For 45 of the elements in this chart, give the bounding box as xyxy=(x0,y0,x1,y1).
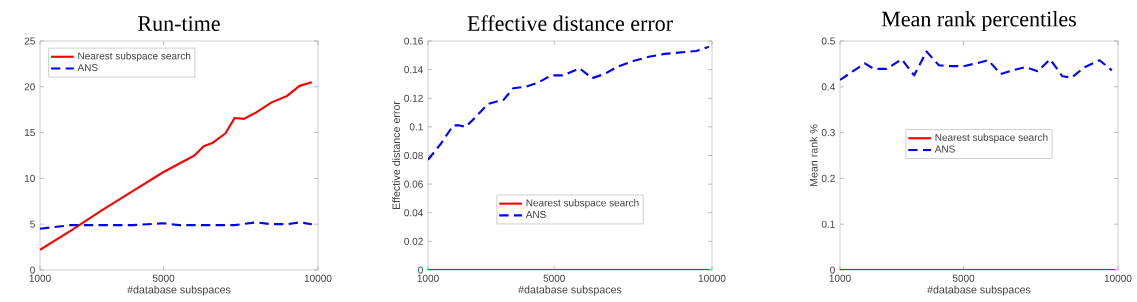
y-tick-label: 25 xyxy=(24,37,35,45)
legend-label: Nearest subspace search xyxy=(935,133,1048,143)
y-tick-label: 0 xyxy=(418,266,423,274)
y-tick-label: 0.2 xyxy=(821,174,835,182)
legend-label: Nearest subspace search xyxy=(78,52,191,62)
y-tick-label: 0.08 xyxy=(404,151,423,160)
x-tick-label: 5000 xyxy=(543,274,565,282)
y-tick-label: 0.06 xyxy=(404,180,423,188)
x-axis-title: #database subspaces xyxy=(127,285,231,296)
x-tick-label: 1000 xyxy=(417,274,439,282)
chart-title: Mean rank percentiles xyxy=(881,11,1076,31)
y-axis-title: Effective distance error xyxy=(392,101,401,210)
x-tick-label: 5000 xyxy=(152,274,175,282)
y-tick-label: 15 xyxy=(24,129,35,137)
x-axis-title: #database subspaces xyxy=(518,285,622,296)
x-tick-label: 5000 xyxy=(952,274,975,282)
y-tick-label: 0.4 xyxy=(821,83,835,91)
x-tick-label: 1000 xyxy=(829,274,851,282)
y-tick-label: 0.04 xyxy=(404,209,424,217)
chart-title: Run-time xyxy=(138,16,220,31)
y-tick-label: 20 xyxy=(24,83,35,91)
x-axis-title: #database subspaces xyxy=(927,285,1031,296)
y-tick-label: 0.14 xyxy=(404,66,424,74)
y-tick-label: 0.5 xyxy=(821,37,835,45)
y-tick-label: 0.1 xyxy=(821,220,835,228)
legend-label: Nearest subspace search xyxy=(526,199,639,209)
legend-label: ANS xyxy=(77,64,98,72)
legend-label: ANS xyxy=(525,210,546,219)
legend-label: ANS xyxy=(934,145,955,153)
y-tick-label: 10 xyxy=(24,174,35,182)
x-tick-label: 10000 xyxy=(1104,274,1132,282)
y-tick-label: 0.3 xyxy=(821,129,835,137)
line-series xyxy=(840,50,1113,81)
y-tick-label: 0.02 xyxy=(404,237,423,245)
y-tick-label: 0.16 xyxy=(404,37,423,45)
y-axis-title: Mean rank % xyxy=(809,124,818,187)
y-tick-label: 5 xyxy=(30,220,35,228)
x-tick-label: 10000 xyxy=(698,274,726,282)
x-tick-label: 1000 xyxy=(29,274,51,282)
x-tick-label: 10000 xyxy=(304,274,332,282)
y-tick-label: 0 xyxy=(830,266,835,274)
chart-title: Effective distance error xyxy=(467,15,673,31)
y-tick-label: 0.1 xyxy=(409,123,423,131)
y-tick-label: 0 xyxy=(30,266,35,274)
y-tick-label: 0.12 xyxy=(404,94,423,102)
